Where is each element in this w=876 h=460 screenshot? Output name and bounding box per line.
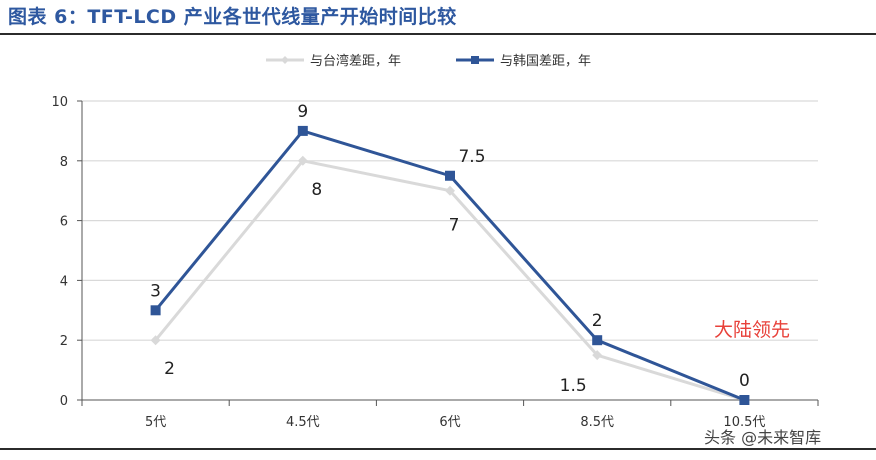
y-tick-label: 8 [60, 155, 68, 170]
data-label: 8 [311, 180, 322, 200]
data-label: 0 [739, 371, 750, 391]
page-title: 图表 6：TFT-LCD 产业各世代线量产开始时间比较 [8, 6, 457, 28]
x-tick-label: 6代 [439, 415, 460, 430]
data-label: 2 [592, 311, 603, 331]
legend-marker [281, 56, 289, 64]
x-tick-label: 8.5代 [580, 415, 614, 430]
data-point [445, 170, 455, 181]
watermark: 头条 @未来智库 [704, 428, 822, 447]
legend-label: 与韩国差距，年 [500, 54, 591, 69]
top-rule [0, 33, 876, 35]
annotation-mainland-lead: 大陆领先 [714, 319, 790, 341]
data-point [150, 305, 161, 316]
data-label: 3 [150, 281, 161, 301]
data-point [445, 185, 455, 196]
legend-label: 与台湾差距，年 [310, 53, 401, 69]
y-tick-label: 2 [60, 334, 68, 349]
data-label: 7.5 [458, 147, 485, 167]
data-point [592, 350, 603, 361]
data-point [739, 395, 750, 405]
x-tick-label: 10.5代 [723, 415, 765, 430]
y-tick-label: 6 [60, 215, 68, 230]
y-tick-label: 4 [60, 274, 68, 289]
y-tick-label: 10 [51, 95, 68, 110]
x-tick-label: 4.5代 [286, 415, 320, 430]
data-label: 1.5 [560, 376, 587, 396]
x-tick-label: 5代 [145, 415, 166, 430]
data-point [150, 335, 161, 346]
y-tick-label: 0 [60, 394, 68, 409]
legend-marker [471, 56, 479, 64]
bottom-rule [0, 448, 876, 450]
data-point [592, 335, 603, 346]
data-point [297, 125, 308, 136]
data-label: 9 [297, 102, 308, 122]
data-label: 7 [449, 216, 460, 236]
data-label: 2 [164, 359, 175, 379]
data-point [297, 155, 308, 166]
